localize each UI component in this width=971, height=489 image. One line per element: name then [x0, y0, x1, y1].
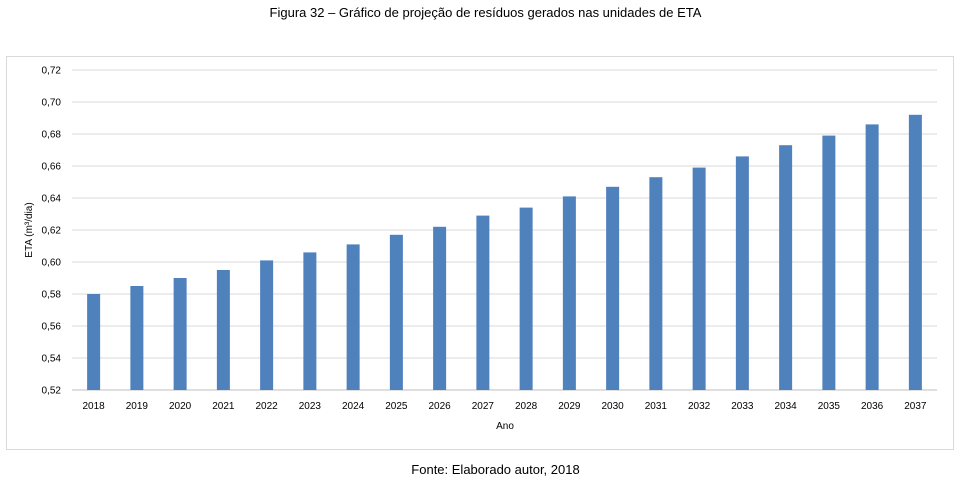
x-tick-label: 2029: [558, 401, 581, 412]
x-tick-label: 2021: [212, 401, 235, 412]
y-tick-label: 0,72: [42, 66, 62, 77]
figure-caption: Figura 32 – Gráfico de projeção de resíd…: [269, 5, 702, 20]
bar-2024: [346, 244, 360, 390]
y-tick-label: 0,56: [42, 322, 62, 333]
x-tick-label: 2025: [385, 401, 408, 412]
bar-series: [87, 114, 922, 391]
y-tick-label: 0,52: [42, 386, 62, 397]
bar-2034: [779, 145, 793, 390]
y-axis-tick-labels: 0,52 0,54 0,56 0,58 0,60 0,62 0,64 0,66 0,68 0,70…: [42, 66, 62, 397]
x-tick-label: 2037: [904, 401, 927, 412]
x-tick-label: 2023: [299, 401, 322, 412]
bar-2023: [303, 252, 317, 390]
x-tick-label: 2027: [472, 401, 495, 412]
x-tick-label: 2024: [342, 401, 365, 412]
x-tick-label: 2035: [818, 401, 841, 412]
bar-2030: [606, 186, 620, 390]
y-tick-label: 0,60: [42, 258, 62, 269]
x-tick-label: 2030: [602, 401, 625, 412]
y-tick-label: 0,68: [42, 130, 62, 141]
y-tick-label: 0,58: [42, 290, 62, 301]
bar-2026: [433, 226, 447, 390]
x-tick-label: 2032: [688, 401, 711, 412]
y-axis-title: ETA (m³/dia): [24, 202, 35, 257]
gridlines: [72, 69, 937, 391]
bar-2029: [562, 196, 576, 390]
bar-2033: [735, 156, 749, 390]
figure-source: Fonte: Elaborado autor, 2018: [411, 462, 580, 477]
bar-2037: [908, 114, 922, 391]
x-axis-title: Ano: [496, 421, 514, 432]
bar-2028: [519, 207, 533, 390]
bar-2018: [87, 294, 101, 390]
bar-2027: [476, 215, 490, 390]
bar-2019: [130, 286, 144, 390]
x-tick-label: 2020: [169, 401, 192, 412]
x-tick-label: 2028: [515, 401, 538, 412]
x-tick-label: 2033: [731, 401, 754, 412]
x-tick-label: 2019: [126, 401, 149, 412]
bar-2035: [822, 135, 836, 390]
bar-2020: [173, 278, 187, 390]
x-tick-label: 2036: [861, 401, 884, 412]
bar-2022: [260, 260, 274, 390]
x-tick-label: 2022: [256, 401, 279, 412]
x-axis-tick-labels: 2018 2019 2020 2021 2022 2023 2024 2025 2026 2027…: [83, 401, 927, 412]
x-tick-label: 2026: [429, 401, 452, 412]
x-tick-label: 2018: [83, 401, 106, 412]
x-tick-label: 2034: [775, 401, 798, 412]
bar-2021: [216, 270, 230, 390]
y-tick-label: 0,54: [42, 354, 62, 365]
x-tick-label: 2031: [645, 401, 668, 412]
y-tick-label: 0,64: [42, 194, 62, 205]
bar-2032: [692, 167, 706, 390]
bar-2025: [389, 234, 403, 390]
y-tick-label: 0,62: [42, 226, 62, 237]
bar-2031: [649, 177, 663, 390]
bar-2036: [865, 124, 879, 391]
y-tick-label: 0,70: [42, 98, 62, 109]
y-tick-label: 0,66: [42, 162, 62, 173]
